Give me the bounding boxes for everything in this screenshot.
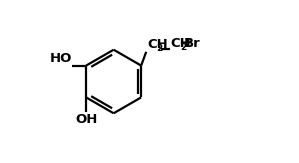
Text: CH: CH [147,38,168,51]
Text: OH: OH [75,113,97,126]
Text: 2: 2 [156,44,163,53]
Text: Br: Br [184,37,200,50]
Text: CH: CH [170,37,191,50]
Text: HO: HO [49,52,72,65]
Text: 2: 2 [180,43,186,52]
